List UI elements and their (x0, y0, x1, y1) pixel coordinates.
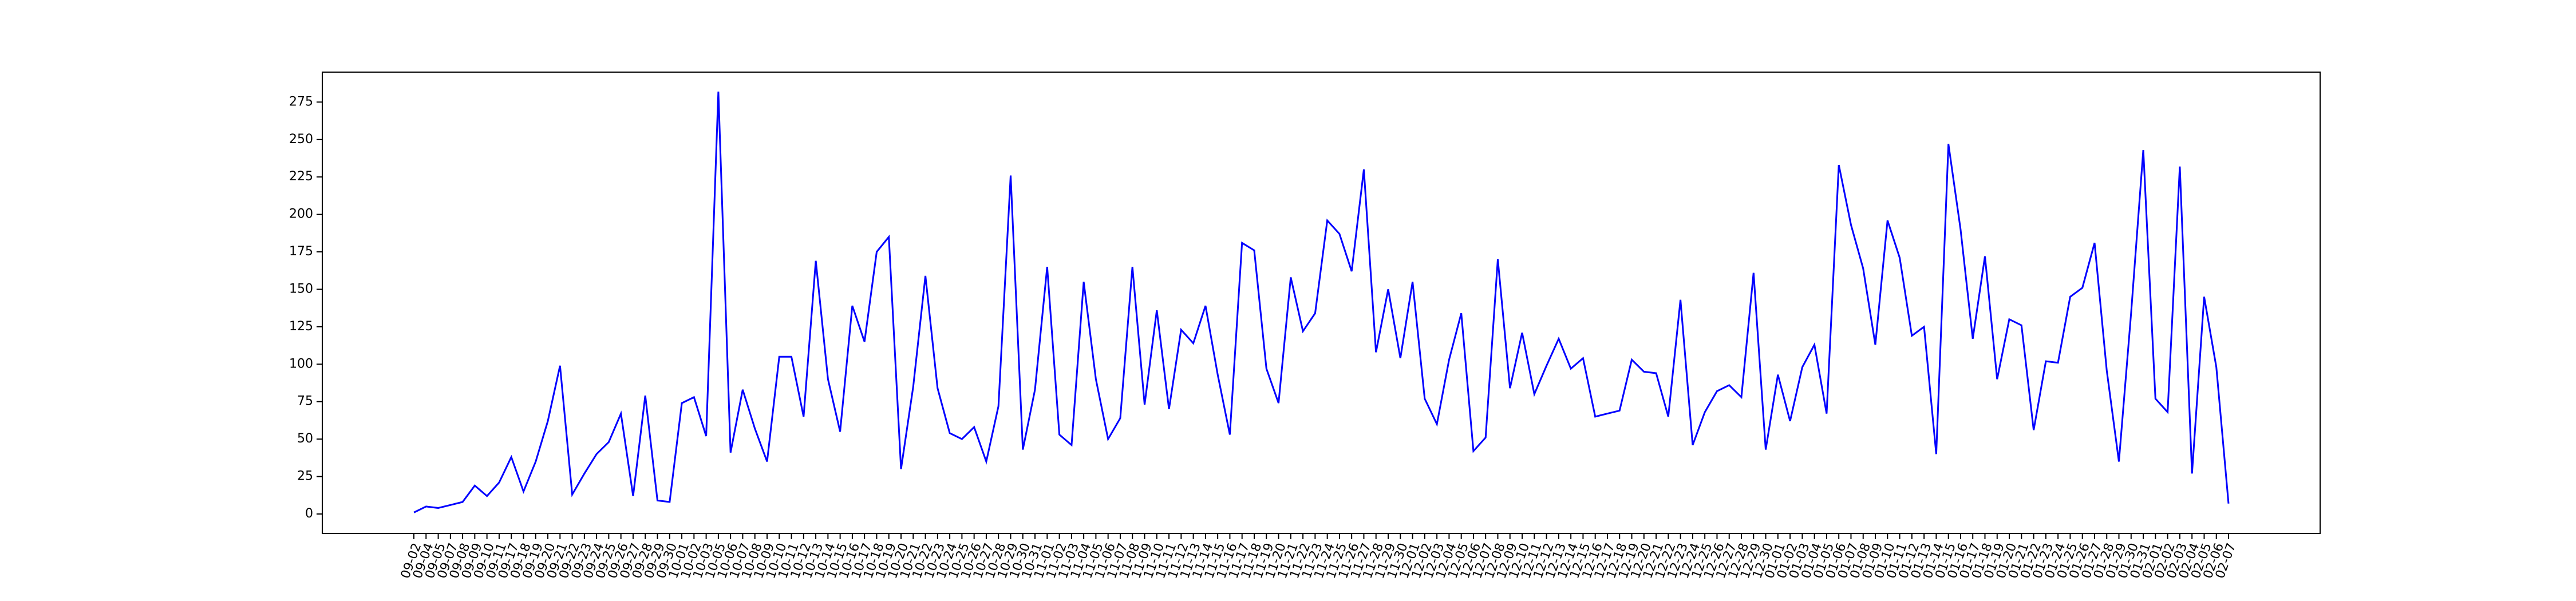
x-axis: 09-0209-0409-0509-0709-0809-0909-1009-11… (398, 533, 2239, 580)
y-tick-label: 25 (297, 469, 313, 484)
y-tick-label: 200 (289, 207, 313, 222)
y-tick-label: 225 (289, 169, 313, 184)
y-tick-label: 125 (289, 319, 313, 334)
y-tick-label: 0 (305, 507, 313, 521)
y-tick-label: 175 (289, 244, 313, 259)
y-axis: 0 25 50 75 100 125 150 175 200 225 250 275 (289, 94, 322, 521)
y-tick-label: 275 (289, 94, 313, 109)
plot-area-frame (322, 72, 2321, 534)
y-tick-label: 75 (297, 394, 313, 409)
y-tick-label: 250 (289, 132, 313, 147)
y-tick-label: 150 (289, 282, 313, 296)
y-tick-label: 100 (289, 357, 313, 371)
y-tick-label: 50 (297, 432, 313, 446)
series-line (413, 91, 2230, 513)
